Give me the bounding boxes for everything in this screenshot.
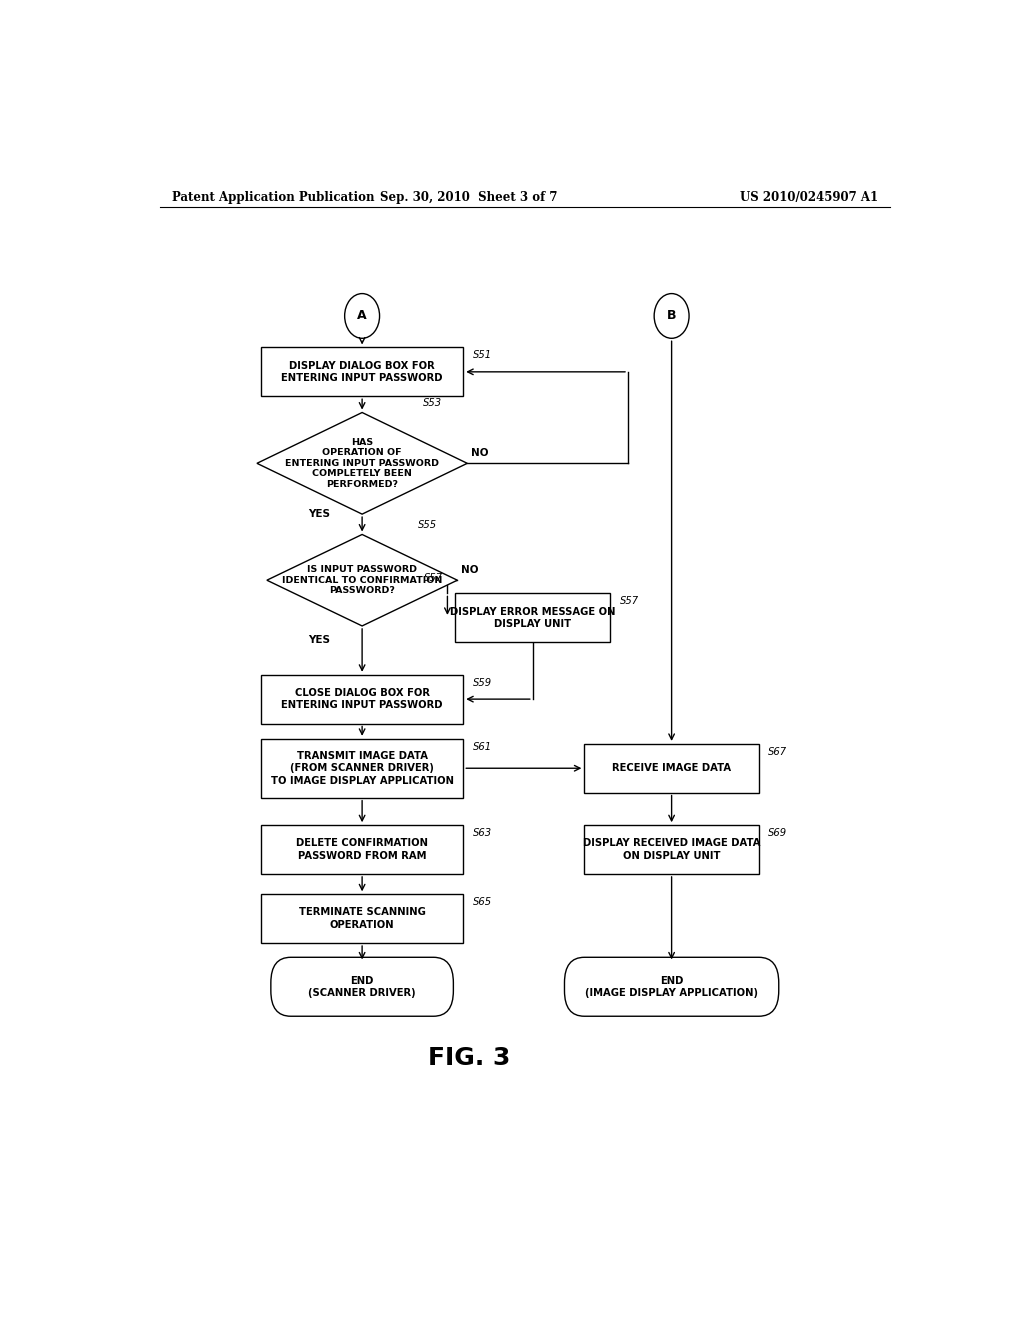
Text: NO: NO [471,449,488,458]
Text: HAS
OPERATION OF
ENTERING INPUT PASSWORD
COMPLETELY BEEN
PERFORMED?: HAS OPERATION OF ENTERING INPUT PASSWORD… [285,438,439,488]
Text: END
(SCANNER DRIVER): END (SCANNER DRIVER) [308,975,416,998]
FancyBboxPatch shape [261,739,463,797]
Text: NO: NO [461,565,479,576]
Text: END
(IMAGE DISPLAY APPLICATION): END (IMAGE DISPLAY APPLICATION) [585,975,758,998]
Text: S67: S67 [768,747,787,756]
Text: FIG. 3: FIG. 3 [428,1045,510,1071]
Polygon shape [267,535,458,626]
Text: US 2010/0245907 A1: US 2010/0245907 A1 [739,190,878,203]
Text: RECEIVE IMAGE DATA: RECEIVE IMAGE DATA [612,763,731,774]
Text: DISPLAY DIALOG BOX FOR
ENTERING INPUT PASSWORD: DISPLAY DIALOG BOX FOR ENTERING INPUT PA… [282,360,442,383]
Text: S53: S53 [423,399,441,408]
FancyBboxPatch shape [270,957,454,1016]
Circle shape [345,293,380,338]
FancyBboxPatch shape [261,894,463,942]
FancyBboxPatch shape [261,825,463,874]
Text: S69: S69 [768,828,787,838]
Polygon shape [257,412,467,515]
Text: DISPLAY ERROR MESSAGE ON
DISPLAY UNIT: DISPLAY ERROR MESSAGE ON DISPLAY UNIT [450,607,615,630]
Text: S57: S57 [620,597,639,606]
Text: B: B [667,309,677,322]
Text: IS INPUT PASSWORD
IDENTICAL TO CONFIRMATION
PASSWORD?: IS INPUT PASSWORD IDENTICAL TO CONFIRMAT… [282,565,442,595]
FancyBboxPatch shape [456,594,610,643]
Text: TERMINATE SCANNING
OPERATION: TERMINATE SCANNING OPERATION [299,907,426,929]
Text: S55: S55 [418,520,437,531]
Text: DISPLAY RECEIVED IMAGE DATA
ON DISPLAY UNIT: DISPLAY RECEIVED IMAGE DATA ON DISPLAY U… [583,838,761,861]
FancyBboxPatch shape [261,675,463,723]
FancyBboxPatch shape [261,347,463,396]
Text: S63: S63 [473,828,492,838]
Text: S59: S59 [473,677,492,688]
Text: S61: S61 [473,742,492,752]
Text: S65: S65 [473,898,492,907]
FancyBboxPatch shape [585,825,759,874]
Text: YES: YES [308,510,331,519]
Text: S57: S57 [424,573,443,583]
Text: Patent Application Publication: Patent Application Publication [172,190,374,203]
FancyBboxPatch shape [585,744,759,792]
Text: A: A [357,309,367,322]
Text: YES: YES [308,635,331,645]
Text: TRANSMIT IMAGE DATA
(FROM SCANNER DRIVER)
TO IMAGE DISPLAY APPLICATION: TRANSMIT IMAGE DATA (FROM SCANNER DRIVER… [270,751,454,785]
FancyBboxPatch shape [564,957,779,1016]
Text: CLOSE DIALOG BOX FOR
ENTERING INPUT PASSWORD: CLOSE DIALOG BOX FOR ENTERING INPUT PASS… [282,688,442,710]
Circle shape [654,293,689,338]
Text: Sep. 30, 2010  Sheet 3 of 7: Sep. 30, 2010 Sheet 3 of 7 [381,190,558,203]
Text: DELETE CONFIRMATION
PASSWORD FROM RAM: DELETE CONFIRMATION PASSWORD FROM RAM [296,838,428,861]
Text: S51: S51 [473,351,492,360]
